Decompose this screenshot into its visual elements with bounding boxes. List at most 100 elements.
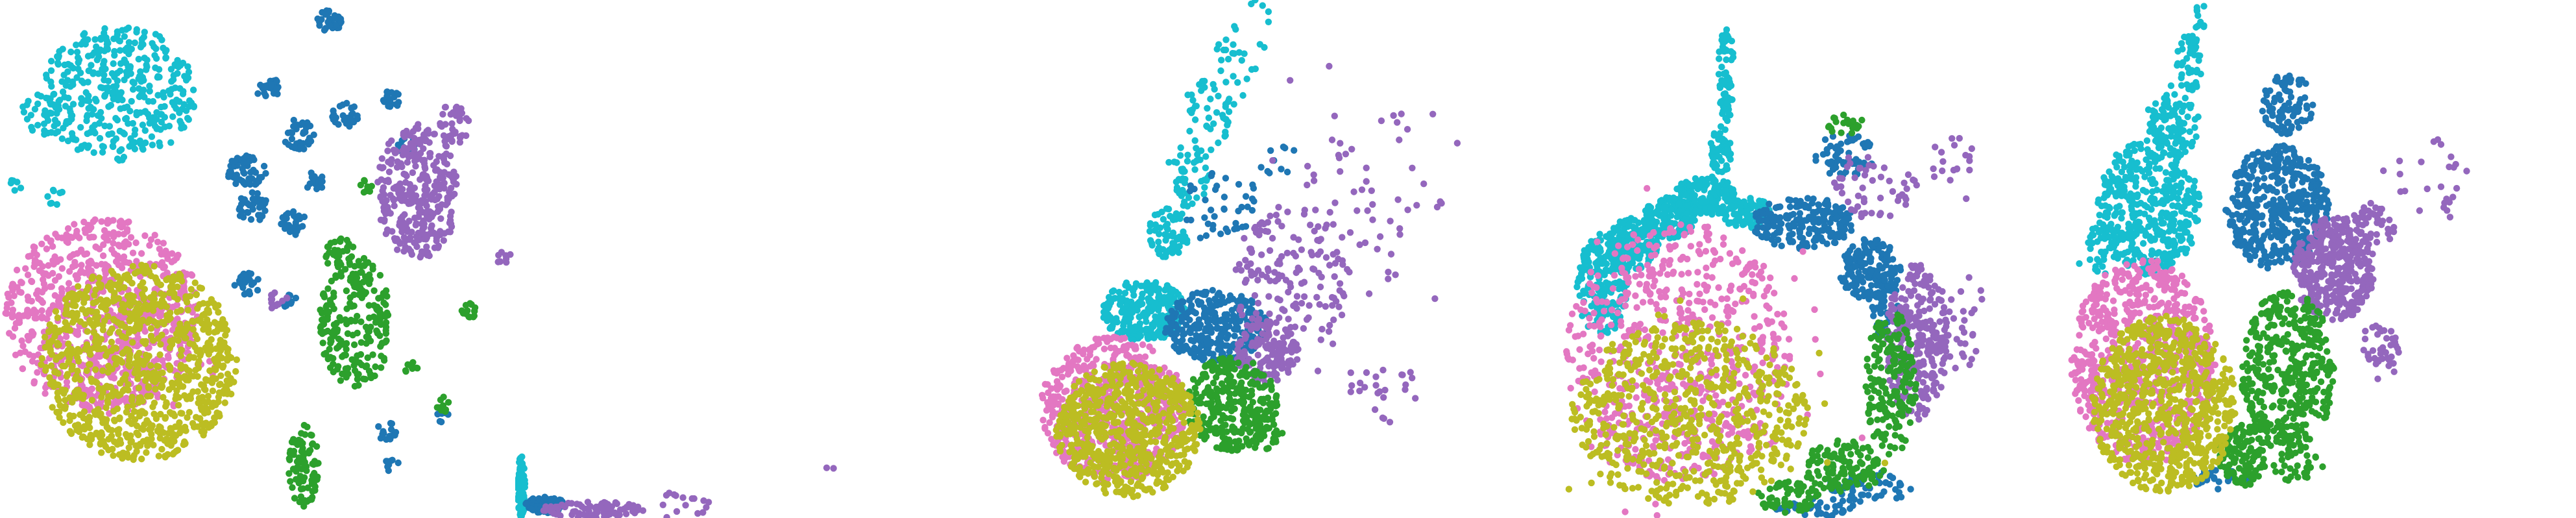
scatter-point bbox=[391, 432, 398, 439]
scatter-point bbox=[1218, 56, 1225, 64]
scatter-point bbox=[129, 263, 136, 270]
scatter-point bbox=[195, 360, 202, 367]
scatter-point bbox=[49, 257, 56, 264]
scatter-point bbox=[42, 270, 49, 277]
scatter-point bbox=[111, 417, 118, 425]
scatter-point bbox=[111, 73, 118, 80]
scatter-point bbox=[1259, 330, 1266, 338]
scatter-point bbox=[1197, 299, 1205, 306]
scatter-point bbox=[163, 436, 170, 443]
scatter-point bbox=[143, 66, 150, 73]
scatter-point bbox=[1187, 336, 1195, 344]
scatter-point bbox=[1331, 273, 1338, 280]
scatter-point bbox=[28, 123, 35, 131]
scatter-point bbox=[1154, 211, 1161, 218]
scatter-point bbox=[134, 431, 142, 439]
scatter-point bbox=[447, 220, 455, 228]
scatter-point bbox=[51, 292, 59, 299]
scatter-point bbox=[1252, 0, 1259, 4]
scatter-point bbox=[371, 372, 378, 380]
scatter-point bbox=[1245, 309, 1252, 316]
scatter-point bbox=[62, 310, 69, 317]
scatter-point bbox=[104, 263, 111, 270]
scatter-point bbox=[292, 294, 300, 302]
scatter-point bbox=[93, 56, 101, 64]
scatter-point bbox=[1107, 323, 1115, 331]
scatter-point bbox=[212, 320, 220, 327]
scatter-point bbox=[1186, 127, 1193, 135]
scatter-point bbox=[186, 409, 193, 416]
scatter-point bbox=[224, 390, 231, 397]
scatter-point bbox=[1276, 314, 1283, 321]
scatter-point bbox=[441, 159, 448, 166]
scatter-point bbox=[1234, 340, 1242, 348]
scatter-point bbox=[76, 234, 83, 241]
scatter-point bbox=[502, 252, 509, 259]
scatter-point bbox=[63, 326, 70, 334]
scatter-point bbox=[1204, 105, 1211, 112]
scatter-point bbox=[160, 240, 167, 247]
scatter-point bbox=[108, 374, 115, 381]
scatter-point bbox=[1289, 360, 1296, 368]
scatter-point bbox=[256, 174, 263, 181]
scatter-point bbox=[58, 265, 66, 272]
scatter-point bbox=[178, 346, 185, 354]
series-cyan bbox=[515, 453, 529, 518]
scatter-point bbox=[274, 90, 281, 97]
scatter-point bbox=[75, 59, 82, 66]
scatter-point bbox=[1122, 282, 1129, 289]
scatter-point bbox=[361, 177, 368, 185]
scatter-point bbox=[354, 376, 361, 383]
scatter-point bbox=[122, 430, 130, 438]
scatter-point bbox=[268, 81, 275, 88]
scatter-point bbox=[339, 112, 346, 119]
scatter-point bbox=[200, 300, 207, 307]
scatter-point bbox=[63, 238, 70, 245]
scatter-point bbox=[346, 294, 354, 301]
scatter-point bbox=[1409, 164, 1416, 171]
scatter-point bbox=[1168, 320, 1175, 328]
scatter-point bbox=[1192, 310, 1199, 317]
scatter-point bbox=[221, 320, 228, 328]
scatter-point bbox=[186, 97, 193, 105]
scatter-point bbox=[176, 320, 184, 328]
scatter-point bbox=[1160, 216, 1167, 223]
scatter-point bbox=[1143, 318, 1150, 325]
scatter-point bbox=[306, 122, 314, 130]
scatter-point bbox=[77, 411, 84, 418]
scatter-point bbox=[9, 280, 17, 288]
scatter-point bbox=[1217, 230, 1224, 238]
scatter-point bbox=[203, 316, 211, 323]
scatter-point bbox=[83, 294, 91, 301]
scatter-point bbox=[1215, 139, 1222, 147]
scatter-point bbox=[53, 110, 60, 117]
scatter-point bbox=[1396, 231, 1403, 238]
scatter-point bbox=[1399, 371, 1406, 378]
scatter-point bbox=[434, 244, 442, 251]
scatter-point bbox=[1202, 371, 1209, 378]
scatter-point bbox=[131, 126, 139, 134]
scatter-point bbox=[1155, 318, 1162, 325]
scatter-point bbox=[188, 286, 195, 293]
scatter-point bbox=[1287, 324, 1294, 331]
scatter-point bbox=[124, 453, 132, 460]
scatter-point bbox=[97, 336, 105, 343]
scatter-point bbox=[411, 157, 419, 165]
scatter-point bbox=[169, 76, 177, 83]
scatter-point bbox=[324, 285, 332, 292]
scatter-point bbox=[1337, 168, 1344, 175]
scatter-point bbox=[89, 273, 97, 280]
scatter-point bbox=[165, 362, 173, 369]
scatter-point bbox=[426, 150, 433, 157]
scatter-point bbox=[245, 209, 252, 216]
scatter-point bbox=[83, 117, 90, 125]
scatter-point bbox=[1412, 395, 1419, 402]
scatter-point bbox=[167, 315, 174, 322]
scatter-point bbox=[54, 389, 62, 397]
scatter-point bbox=[404, 158, 411, 166]
scatter-point bbox=[308, 496, 315, 503]
scatter-point bbox=[1222, 36, 1230, 43]
scatter-point bbox=[408, 251, 415, 258]
scatter-point bbox=[1309, 251, 1316, 259]
scatter-point bbox=[688, 495, 696, 502]
